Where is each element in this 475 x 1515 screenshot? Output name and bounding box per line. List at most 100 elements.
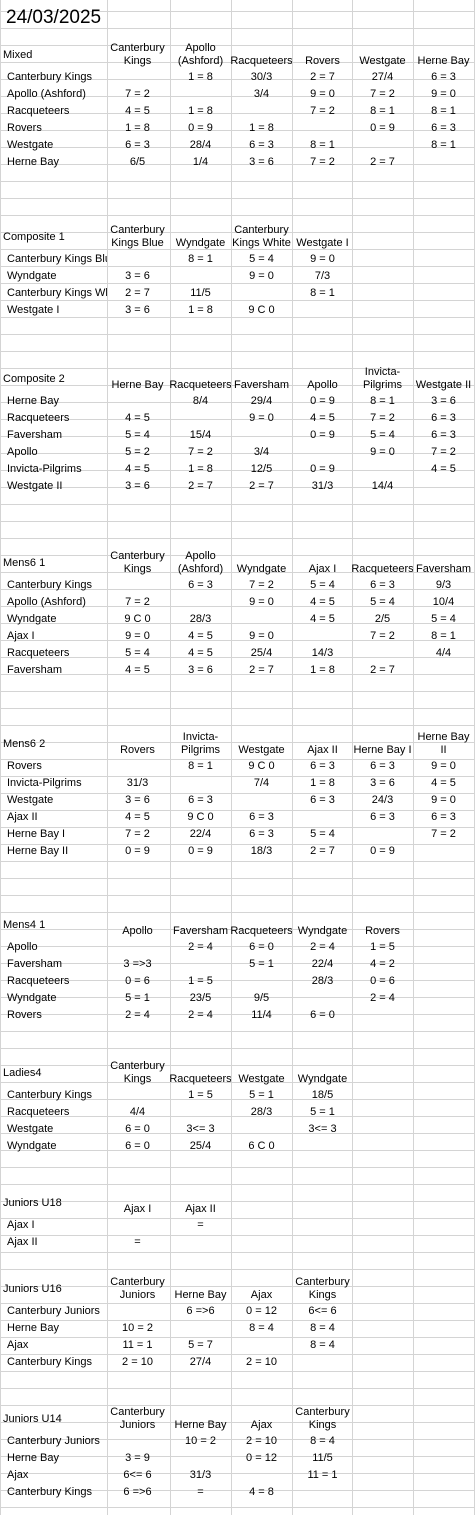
row-team-label[interactable]: Westgate II bbox=[7, 480, 63, 492]
score-cell[interactable]: 4 = 5 bbox=[431, 777, 456, 789]
score-cell[interactable]: 4 = 5 bbox=[310, 596, 335, 608]
section-name[interactable]: Mens6 1 bbox=[3, 557, 46, 569]
score-cell[interactable]: 1 = 8 bbox=[188, 105, 213, 117]
section-name[interactable]: Mixed bbox=[3, 49, 33, 61]
score-cell[interactable]: 0 = 9 bbox=[188, 122, 213, 134]
score-cell[interactable]: 6 = 3 bbox=[310, 760, 335, 772]
score-cell[interactable]: 6 = 3 bbox=[431, 122, 456, 134]
score-cell[interactable]: 3/4 bbox=[253, 446, 270, 458]
column-header[interactable]: Apollo bbox=[122, 925, 153, 937]
score-cell[interactable]: 8 = 1 bbox=[310, 139, 335, 151]
row-team-label[interactable]: Invicta-Pilgrims bbox=[7, 463, 82, 475]
score-cell[interactable]: 11/5 bbox=[190, 287, 211, 299]
score-cell[interactable]: 12/5 bbox=[250, 463, 273, 475]
score-cell[interactable]: = bbox=[197, 1219, 204, 1231]
sheet-date[interactable]: 24/03/2025 bbox=[6, 7, 102, 28]
score-cell[interactable]: 5 = 4 bbox=[370, 429, 395, 441]
row-team-label[interactable]: Wyndgate bbox=[7, 1140, 57, 1152]
column-header[interactable]: Canterbury Kings bbox=[110, 42, 165, 67]
score-cell[interactable]: 28/3 bbox=[311, 975, 334, 987]
column-header[interactable]: Ajax I bbox=[308, 563, 337, 575]
score-cell[interactable]: 6 = 0 bbox=[249, 941, 274, 953]
section-name[interactable]: Composite 1 bbox=[3, 231, 65, 243]
score-cell[interactable]: 1 = 8 bbox=[249, 122, 274, 134]
score-cell[interactable]: 14/3 bbox=[311, 647, 334, 659]
score-cell[interactable]: 5 = 1 bbox=[125, 992, 150, 1004]
score-cell[interactable]: 8 = 4 bbox=[310, 1339, 335, 1351]
row-team-label[interactable]: Herne Bay I bbox=[7, 828, 66, 840]
row-team-label[interactable]: Westgate I bbox=[7, 304, 60, 316]
column-header[interactable]: Wyndgate bbox=[297, 925, 348, 937]
score-cell[interactable]: 6 = 3 bbox=[431, 412, 456, 424]
score-cell[interactable]: 9 = 0 bbox=[431, 760, 456, 772]
score-cell[interactable]: 1 = 5 bbox=[188, 975, 213, 987]
column-header[interactable]: Herne Bay bbox=[111, 379, 164, 391]
row-team-label[interactable]: Rovers bbox=[7, 1009, 42, 1021]
score-cell[interactable]: 31/3 bbox=[311, 480, 334, 492]
score-cell[interactable]: 6 = 3 bbox=[249, 828, 274, 840]
row-team-label[interactable]: Invicta-Pilgrims bbox=[7, 777, 82, 789]
column-header[interactable]: Herne Bay II bbox=[417, 731, 470, 756]
score-cell[interactable]: 7 = 2 bbox=[125, 88, 150, 100]
column-header[interactable]: Racqueteers bbox=[170, 379, 231, 391]
score-cell[interactable]: 8 = 1 bbox=[431, 139, 456, 151]
score-cell[interactable]: 9 = 0 bbox=[431, 88, 456, 100]
score-cell[interactable]: 4 = 5 bbox=[125, 412, 150, 424]
score-cell[interactable]: 6 = 3 bbox=[431, 429, 456, 441]
column-header[interactable]: Ajax bbox=[250, 1289, 273, 1301]
score-cell[interactable]: 3 = 6 bbox=[125, 270, 150, 282]
score-cell[interactable]: 4 = 5 bbox=[188, 647, 213, 659]
score-cell[interactable]: 15/4 bbox=[189, 429, 212, 441]
row-team-label[interactable]: Apollo bbox=[7, 941, 38, 953]
score-cell[interactable]: 6 = 3 bbox=[188, 579, 213, 591]
row-team-label[interactable]: Wyndgate bbox=[7, 613, 57, 625]
column-header[interactable]: Ajax II bbox=[185, 1203, 216, 1215]
score-cell[interactable]: 18/3 bbox=[250, 845, 273, 857]
row-team-label[interactable]: Herne Bay bbox=[7, 1322, 59, 1334]
row-team-label[interactable]: Canterbury Kings bbox=[7, 579, 92, 591]
section-name[interactable]: Juniors U18 bbox=[3, 1197, 62, 1209]
section-name[interactable]: Composite 2 bbox=[3, 373, 65, 385]
score-cell[interactable]: 9 = 0 bbox=[310, 88, 335, 100]
score-cell[interactable]: 4 = 5 bbox=[310, 613, 335, 625]
score-cell[interactable]: 7 = 2 bbox=[125, 828, 150, 840]
score-cell[interactable]: 7/4 bbox=[253, 777, 270, 789]
score-cell[interactable]: 9 = 0 bbox=[249, 270, 274, 282]
score-cell[interactable]: 0 = 6 bbox=[125, 975, 150, 987]
column-header[interactable]: Wyndgate bbox=[297, 1073, 348, 1085]
row-team-label[interactable]: Racqueteers bbox=[7, 412, 70, 424]
column-header[interactable]: Apollo bbox=[307, 379, 338, 391]
score-cell[interactable]: 18/5 bbox=[311, 1089, 334, 1101]
row-team-label[interactable]: Rovers bbox=[7, 122, 42, 134]
row-team-label[interactable]: Faversham bbox=[7, 664, 63, 676]
column-header[interactable]: Westgate bbox=[359, 55, 406, 67]
score-cell[interactable]: 11 = 1 bbox=[122, 1339, 153, 1351]
row-team-label[interactable]: Ajax bbox=[7, 1469, 29, 1481]
score-cell[interactable]: 8 = 1 bbox=[188, 760, 213, 772]
score-cell[interactable]: 5 = 1 bbox=[310, 1106, 335, 1118]
column-header[interactable]: Faversham bbox=[233, 379, 290, 391]
score-cell[interactable]: 31/3 bbox=[126, 777, 149, 789]
score-cell[interactable]: 1 = 8 bbox=[310, 664, 335, 676]
score-cell[interactable]: 1 = 5 bbox=[188, 1089, 213, 1101]
score-cell[interactable]: 0 = 9 bbox=[370, 122, 395, 134]
score-cell[interactable]: 0 = 9 bbox=[310, 429, 335, 441]
row-team-label[interactable]: Faversham bbox=[7, 958, 63, 970]
score-cell[interactable]: 24/3 bbox=[371, 794, 394, 806]
score-cell[interactable]: 5 = 1 bbox=[249, 1089, 274, 1101]
column-header[interactable]: Herne Bay I bbox=[353, 744, 412, 756]
section-name[interactable]: Mens6 2 bbox=[3, 738, 46, 750]
score-cell[interactable]: 2 = 7 bbox=[310, 845, 335, 857]
score-cell[interactable]: 4 = 5 bbox=[431, 463, 456, 475]
score-cell[interactable]: 9 = 0 bbox=[370, 446, 395, 458]
score-cell[interactable]: 3 = 6 bbox=[125, 304, 150, 316]
score-cell[interactable]: = bbox=[197, 1486, 204, 1498]
column-header[interactable]: Rovers bbox=[305, 55, 340, 67]
column-header[interactable]: Canterbury Juniors bbox=[110, 1406, 165, 1431]
score-cell[interactable]: 4 = 5 bbox=[125, 811, 150, 823]
score-cell[interactable]: 2 = 4 bbox=[188, 1009, 213, 1021]
score-cell[interactable]: 4/4 bbox=[129, 1106, 146, 1118]
score-cell[interactable]: 7 = 2 bbox=[310, 156, 335, 168]
row-team-label[interactable]: Westgate bbox=[7, 139, 54, 151]
row-team-label[interactable]: Westgate bbox=[7, 1123, 54, 1135]
